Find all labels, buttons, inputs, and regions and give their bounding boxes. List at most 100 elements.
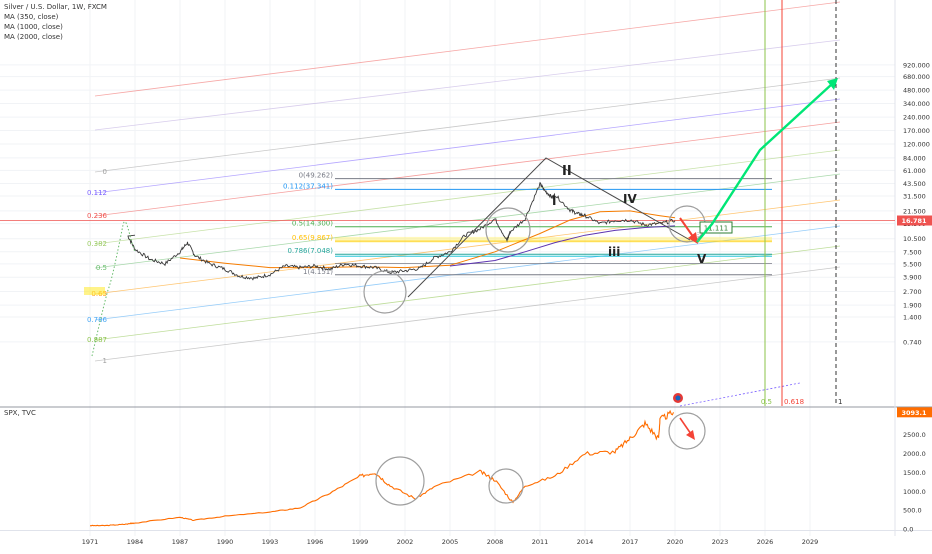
chart-title: Silver / U.S. Dollar, 1W, FXCM (4, 3, 107, 11)
fib-channel-line (94, 39, 841, 131)
spx-current-tag (897, 407, 932, 418)
price-tick-label: 170.000 (903, 127, 930, 135)
up-arrow-head (827, 78, 838, 90)
price-tick-label: 0.740 (903, 338, 922, 346)
legend-ma1000: MA (1000, close) (4, 23, 63, 31)
spx-highlight-circle (375, 456, 425, 506)
fib-channel-label: 0.5 (96, 264, 107, 272)
spx-legend: SPX, TVC (4, 409, 36, 417)
price-tick-label: 1.400 (903, 314, 922, 322)
fib-channel-label: 0.786 (87, 316, 108, 324)
ma1000-line (449, 225, 676, 267)
up-arrow-line (696, 83, 833, 243)
price-tick-label: 21.500 (903, 207, 926, 215)
date-tick-label: 1996 (307, 538, 324, 546)
legend-ma350: MA (350, close) (4, 13, 59, 21)
wave-label-iv: IV (623, 192, 637, 206)
price-tick-label: 480.000 (903, 87, 930, 95)
price-tick-label: 5.500 (903, 260, 922, 268)
target-box (699, 221, 733, 234)
target-box-label: 11.111 (704, 225, 729, 233)
current-price-value: 16.781 (901, 217, 927, 225)
date-tick-label: 2017 (622, 538, 639, 546)
price-tick-label: 7.500 (903, 248, 922, 256)
fib-channel-label: 1 (103, 357, 107, 365)
fib-channel-label: 0.382 (87, 240, 107, 248)
price-tick-label: 10.500 (903, 235, 926, 243)
spx-tick-label: 1500.0 (903, 469, 926, 477)
fib-channel-line (94, 225, 841, 321)
fib-channel-line (94, 98, 841, 194)
date-tick-label: 2011 (532, 538, 549, 546)
fib-channel-line (94, 77, 841, 173)
price-tick-label: 1.900 (903, 302, 922, 310)
fib-channel-line (679, 382, 801, 407)
wave-triangle-lines (407, 157, 691, 298)
chart-legend: Silver / U.S. Dollar, 1W, FXCM MA (350, … (4, 2, 107, 42)
highlight-circle (485, 207, 531, 253)
price-tick-label: 31.500 (903, 193, 926, 201)
date-tick-label: 1987 (172, 538, 189, 546)
spx-current-value: 3093.1 (901, 409, 927, 417)
legend-ma2000: MA (2000, close) (4, 33, 63, 41)
wave-label-i: I (552, 194, 556, 208)
fib-channel-line (94, 199, 841, 295)
price-tick-label: 920.000 (903, 61, 930, 69)
spx-tick-label: 1000.0 (903, 488, 926, 496)
fib-retracement-label: 0.112(37.341) (283, 182, 333, 190)
date-tick-label: 2005 (442, 538, 459, 546)
time-fib-label: 0.618 (784, 398, 804, 406)
date-tick-label: 1984 (127, 538, 144, 546)
spx-highlight-circle (668, 412, 706, 450)
date-tick-label: 1990 (217, 538, 234, 546)
date-tick-label: 1971 (82, 538, 99, 546)
price-tick-label: 61.000 (903, 167, 926, 175)
spx-tick-label: 500.0 (903, 507, 922, 515)
fib-yellow-zone (335, 236, 772, 243)
fib-retracement-label: 0.786(7.048) (287, 247, 333, 255)
ma350-line (179, 210, 676, 269)
fib-channel-label: 0.236 (87, 212, 108, 220)
fib-channel-line (94, 266, 841, 362)
fib-retracement-label: 0(49.262) (299, 172, 334, 180)
silver-price-line (127, 182, 676, 281)
date-tick-label: 2029 (802, 538, 819, 546)
fib-retracement-label: 0.5(14.300) (292, 220, 333, 228)
price-tick-label: 680.000 (903, 73, 930, 81)
spx-down-arrow-line (679, 417, 692, 435)
price-tick-label: 240.000 (903, 114, 930, 122)
fib-channel-line (94, 149, 841, 245)
wave-label-ii: II (562, 164, 572, 179)
date-tick-label: 2026 (757, 538, 774, 546)
fib-channel-line (94, 1, 841, 97)
date-tick-label: 1999 (352, 538, 369, 546)
spx-down-arrow-head (686, 430, 695, 440)
down-arrow-head (688, 232, 698, 244)
down-arrow-line (679, 217, 695, 239)
date-tick-label: 2002 (397, 538, 414, 546)
spx-tick-label: 2500.0 (903, 431, 926, 439)
price-tick-label: 84.000 (903, 154, 926, 162)
price-tick-label: 340.000 (903, 100, 930, 108)
fib-channel-highlight (84, 287, 105, 295)
spx-tick-label: 0.0 (903, 526, 913, 534)
date-tick-label: 2008 (487, 538, 504, 546)
spx-tick-label: 2000.0 (903, 450, 926, 458)
wave-label-iii: iii (608, 245, 620, 259)
tv-logo-marker-inner (675, 395, 681, 401)
wave-label-v: V (697, 252, 707, 266)
date-tick-label: 1993 (262, 538, 279, 546)
current-price-tag (897, 215, 932, 226)
fib-retracement-label: 0.65(9.867) (292, 234, 333, 242)
price-tick-label: 43.500 (903, 180, 926, 188)
spx-highlight-circle (488, 468, 524, 504)
time-fib-label: 0.5 (761, 398, 772, 406)
pre-1983-dotted-series (91, 221, 136, 357)
date-tick-label: 2020 (667, 538, 684, 546)
fib-retracement-label: 1(4.151) (303, 268, 333, 276)
highlight-circle (363, 270, 407, 314)
fib-channel-label: 0.887 (87, 336, 107, 344)
fib-channel-label: 0 (103, 168, 107, 176)
